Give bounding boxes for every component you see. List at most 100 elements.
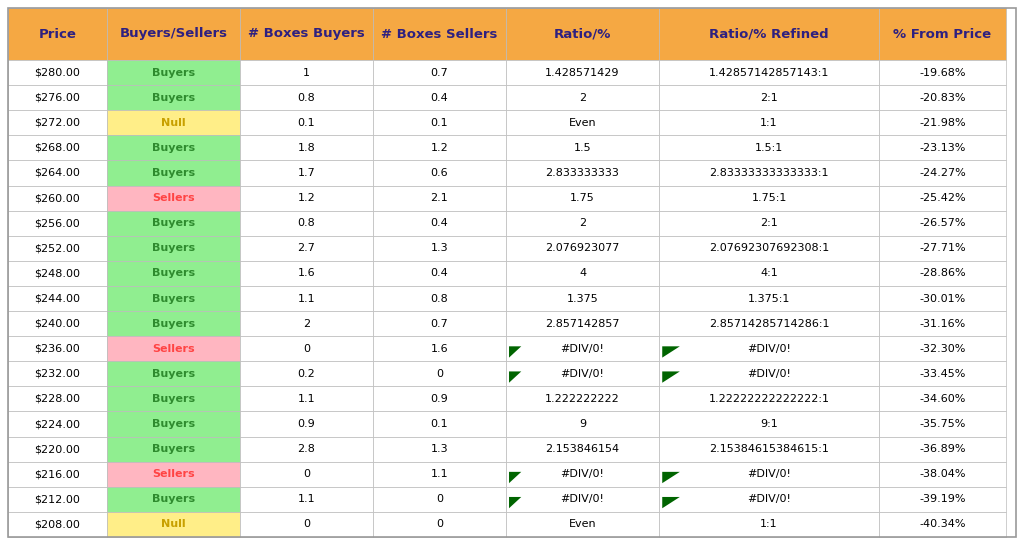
Polygon shape: [663, 372, 680, 383]
Bar: [879, 8, 1006, 60]
Text: 1.3: 1.3: [431, 444, 449, 454]
Bar: [879, 411, 1006, 437]
Text: 1.7: 1.7: [298, 168, 315, 178]
Text: Buyers: Buyers: [152, 68, 195, 77]
Bar: [8, 512, 106, 537]
Bar: [240, 336, 373, 361]
Text: 2: 2: [579, 218, 586, 228]
Bar: [506, 512, 659, 537]
Bar: [240, 411, 373, 437]
Text: Sellers: Sellers: [152, 193, 195, 203]
Text: 1.1: 1.1: [298, 394, 315, 404]
Bar: [506, 261, 659, 286]
Bar: [879, 386, 1006, 411]
Text: $260.00: $260.00: [35, 193, 80, 203]
Text: -33.45%: -33.45%: [920, 369, 966, 379]
Text: Buyers/Sellers: Buyers/Sellers: [120, 27, 227, 40]
Bar: [240, 160, 373, 185]
Bar: [659, 411, 879, 437]
Text: 0.6: 0.6: [431, 168, 449, 178]
Text: 9: 9: [579, 419, 586, 429]
Bar: [373, 311, 506, 336]
Bar: [106, 85, 240, 110]
Text: #DIV/0!: #DIV/0!: [560, 494, 604, 504]
Bar: [106, 185, 240, 210]
Text: 1.3: 1.3: [431, 243, 449, 253]
Bar: [240, 8, 373, 60]
Bar: [8, 210, 106, 236]
Bar: [373, 8, 506, 60]
Bar: [373, 437, 506, 462]
Text: 2.1: 2.1: [430, 193, 449, 203]
Text: 1.375: 1.375: [566, 294, 598, 304]
Bar: [240, 236, 373, 261]
Bar: [659, 311, 879, 336]
Bar: [373, 286, 506, 311]
Bar: [373, 336, 506, 361]
Text: -35.75%: -35.75%: [920, 419, 966, 429]
Text: $280.00: $280.00: [35, 68, 80, 77]
Bar: [506, 386, 659, 411]
Text: 1.2: 1.2: [430, 143, 449, 153]
Text: #DIV/0!: #DIV/0!: [748, 469, 791, 479]
Bar: [106, 160, 240, 185]
Bar: [659, 336, 879, 361]
Text: Buyers: Buyers: [152, 294, 195, 304]
Bar: [106, 437, 240, 462]
Text: #DIV/0!: #DIV/0!: [560, 469, 604, 479]
Text: 1.75:1: 1.75:1: [752, 193, 786, 203]
Text: -34.60%: -34.60%: [920, 394, 966, 404]
Text: -24.27%: -24.27%: [920, 168, 966, 178]
Bar: [373, 210, 506, 236]
Bar: [240, 386, 373, 411]
Text: 0.9: 0.9: [298, 419, 315, 429]
Bar: [373, 110, 506, 135]
Text: 4: 4: [579, 268, 586, 278]
Text: -40.34%: -40.34%: [920, 519, 966, 529]
Polygon shape: [663, 346, 680, 358]
Text: #DIV/0!: #DIV/0!: [748, 344, 791, 354]
Text: 0: 0: [303, 344, 310, 354]
Bar: [106, 311, 240, 336]
Polygon shape: [509, 372, 521, 383]
Text: 2:1: 2:1: [760, 93, 778, 102]
Text: 2: 2: [579, 93, 586, 102]
Bar: [506, 85, 659, 110]
Text: 2:1: 2:1: [760, 218, 778, 228]
Text: 2.153846154: 2.153846154: [546, 444, 620, 454]
Text: 1.42857142857143:1: 1.42857142857143:1: [709, 68, 829, 77]
Text: Sellers: Sellers: [152, 344, 195, 354]
Text: $256.00: $256.00: [35, 218, 80, 228]
Bar: [506, 160, 659, 185]
Bar: [8, 336, 106, 361]
Text: Buyers: Buyers: [152, 243, 195, 253]
Text: Buyers: Buyers: [152, 218, 195, 228]
Text: $212.00: $212.00: [35, 494, 80, 504]
Bar: [240, 462, 373, 487]
Bar: [879, 462, 1006, 487]
Bar: [879, 135, 1006, 160]
Bar: [240, 286, 373, 311]
Text: Buyers: Buyers: [152, 319, 195, 329]
Text: $248.00: $248.00: [35, 268, 81, 278]
Text: % From Price: % From Price: [893, 27, 991, 40]
Bar: [373, 487, 506, 512]
Polygon shape: [663, 472, 680, 483]
Bar: [506, 487, 659, 512]
Bar: [8, 462, 106, 487]
Text: 1:1: 1:1: [760, 519, 778, 529]
Polygon shape: [509, 472, 521, 483]
Text: Null: Null: [161, 519, 185, 529]
Bar: [659, 286, 879, 311]
Text: #DIV/0!: #DIV/0!: [748, 369, 791, 379]
Text: 9:1: 9:1: [760, 419, 778, 429]
Bar: [879, 311, 1006, 336]
Bar: [8, 85, 106, 110]
Text: $252.00: $252.00: [35, 243, 80, 253]
Bar: [373, 386, 506, 411]
Text: -20.83%: -20.83%: [920, 93, 966, 102]
Bar: [879, 110, 1006, 135]
Bar: [106, 386, 240, 411]
Polygon shape: [509, 346, 521, 358]
Text: $216.00: $216.00: [35, 469, 80, 479]
